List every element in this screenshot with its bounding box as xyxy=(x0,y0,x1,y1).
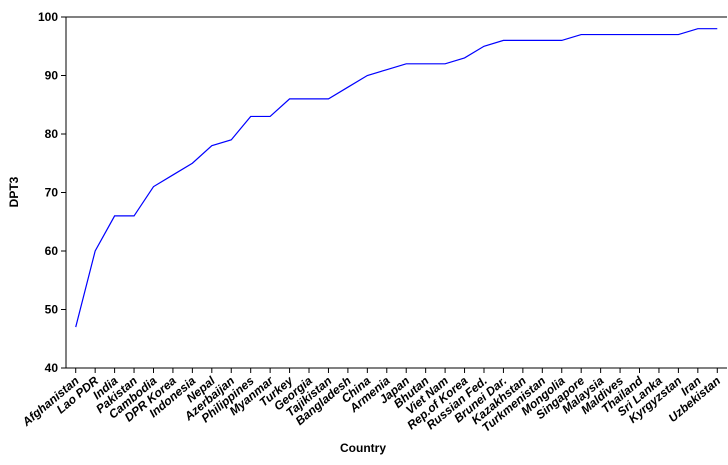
plot-frame xyxy=(65,16,727,369)
y-tick-label: 90 xyxy=(45,69,59,83)
y-tick-label: 80 xyxy=(45,127,59,141)
x-axis-label: Country xyxy=(340,441,386,455)
data-line xyxy=(75,28,718,328)
y-tick-label: 50 xyxy=(45,303,59,317)
y-tick-label: 70 xyxy=(45,186,59,200)
y-tick-label: 100 xyxy=(38,10,58,24)
y-tick-label: 40 xyxy=(45,361,59,375)
y-axis-label: DPT3 xyxy=(7,176,21,207)
y-tick-label: 60 xyxy=(45,244,59,258)
